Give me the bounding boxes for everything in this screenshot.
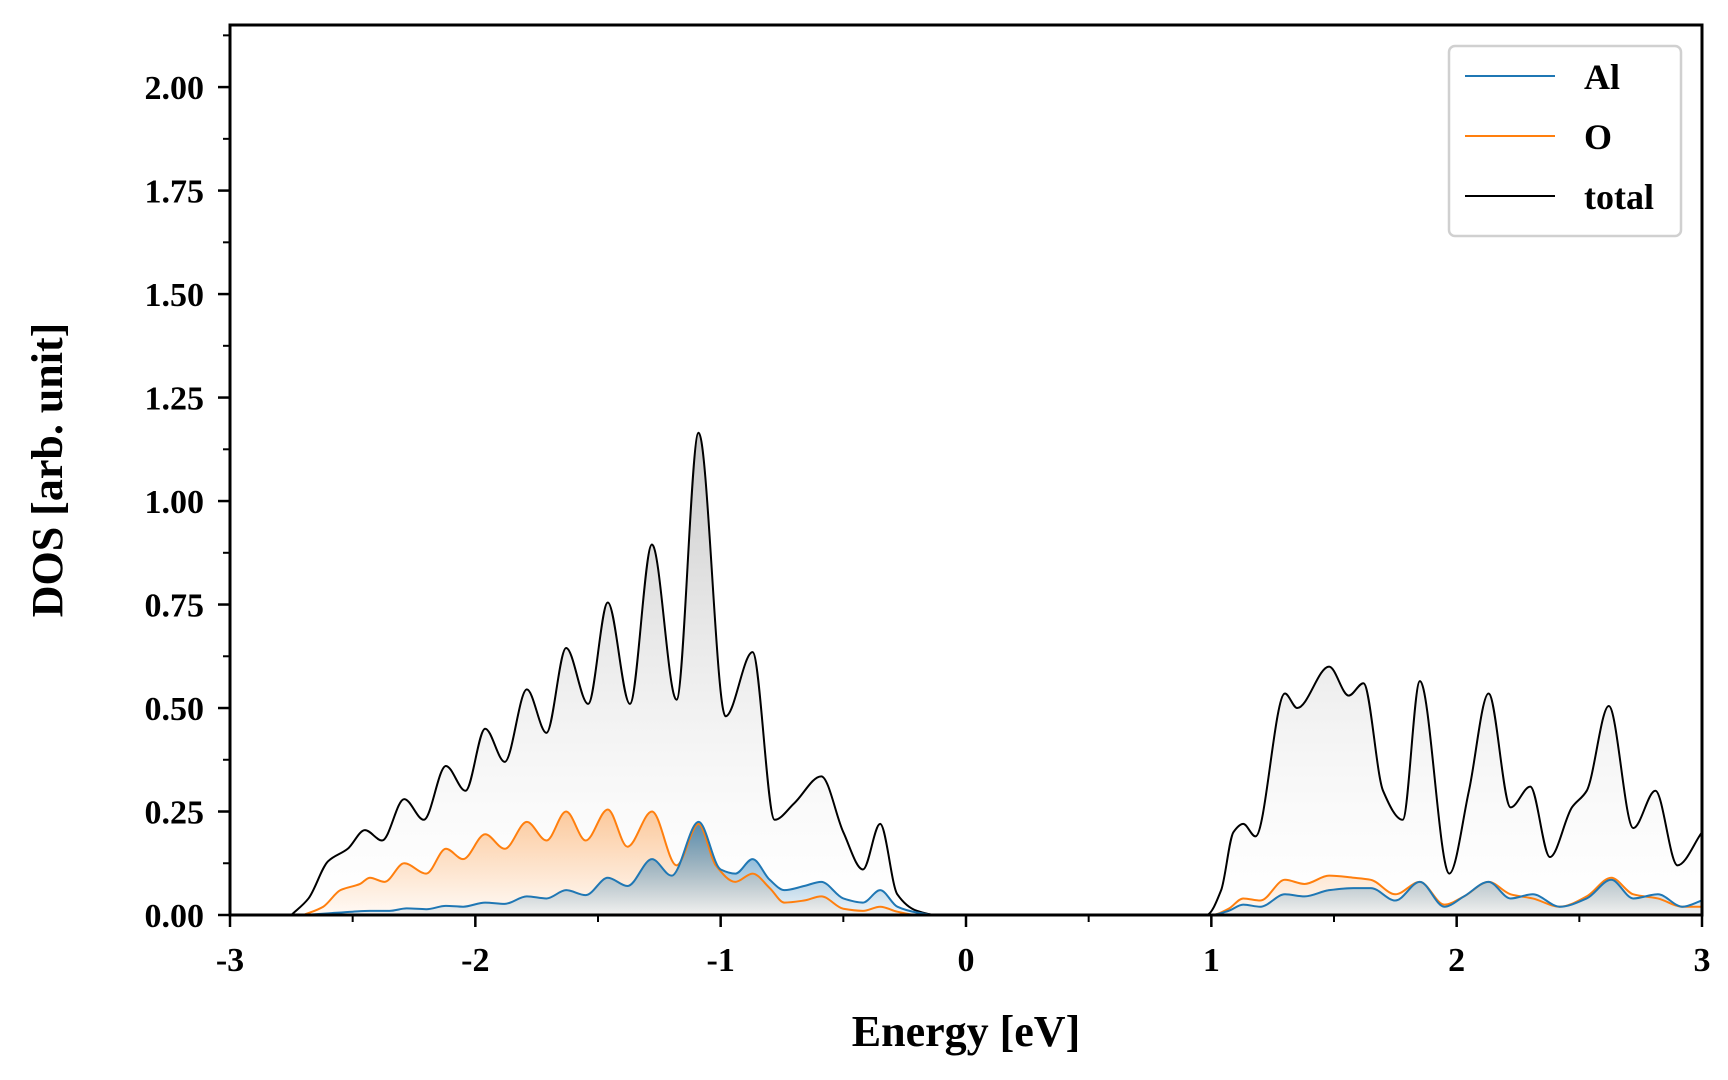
y-tick-label: 0.50 — [145, 691, 205, 728]
y-tick-label: 2.00 — [145, 70, 205, 107]
legend-label-al: Al — [1584, 57, 1620, 97]
legend: Al O total — [1447, 44, 1683, 238]
y-tick-label: 0.75 — [145, 588, 205, 625]
series-line-al — [303, 820, 1702, 915]
x-tick-label: 1 — [1203, 942, 1220, 979]
legend-label-o: O — [1584, 117, 1612, 157]
plot-area — [230, 431, 1702, 915]
legend-box — [1447, 44, 1683, 238]
x-tick-label: -3 — [216, 942, 244, 979]
series-area-al — [303, 821, 1702, 915]
series-area-total — [291, 432, 1702, 915]
x-tick-label: 3 — [1694, 942, 1711, 979]
y-tick-label: 1.75 — [145, 174, 205, 211]
x-tick-label: 0 — [958, 942, 975, 979]
plot-frame — [228, 23, 1704, 917]
x-axis-ticks: -3 -2 -1 0 1 2 3 — [216, 915, 1711, 979]
y-tick-label: 1.50 — [145, 277, 205, 314]
y-tick-label: 0.00 — [145, 898, 205, 935]
x-tick-label: -1 — [707, 942, 735, 979]
y-tick-label: 1.00 — [145, 484, 205, 521]
x-tick-label: 2 — [1448, 942, 1465, 979]
y-tick-label: 0.25 — [145, 795, 205, 832]
x-tick-label: -2 — [461, 942, 489, 979]
y-axis-ticks: 0.00 0.25 0.50 0.75 1.00 1.25 1.50 1.75 2.00 — [145, 34, 230, 935]
y-tick-label: 1.25 — [145, 381, 205, 418]
x-axis-label: Energy [eV] — [852, 1007, 1081, 1056]
series-line-total — [290, 431, 1702, 915]
legend-label-total: total — [1584, 177, 1654, 217]
y-axis-label: DOS [arb. unit] — [23, 323, 72, 618]
